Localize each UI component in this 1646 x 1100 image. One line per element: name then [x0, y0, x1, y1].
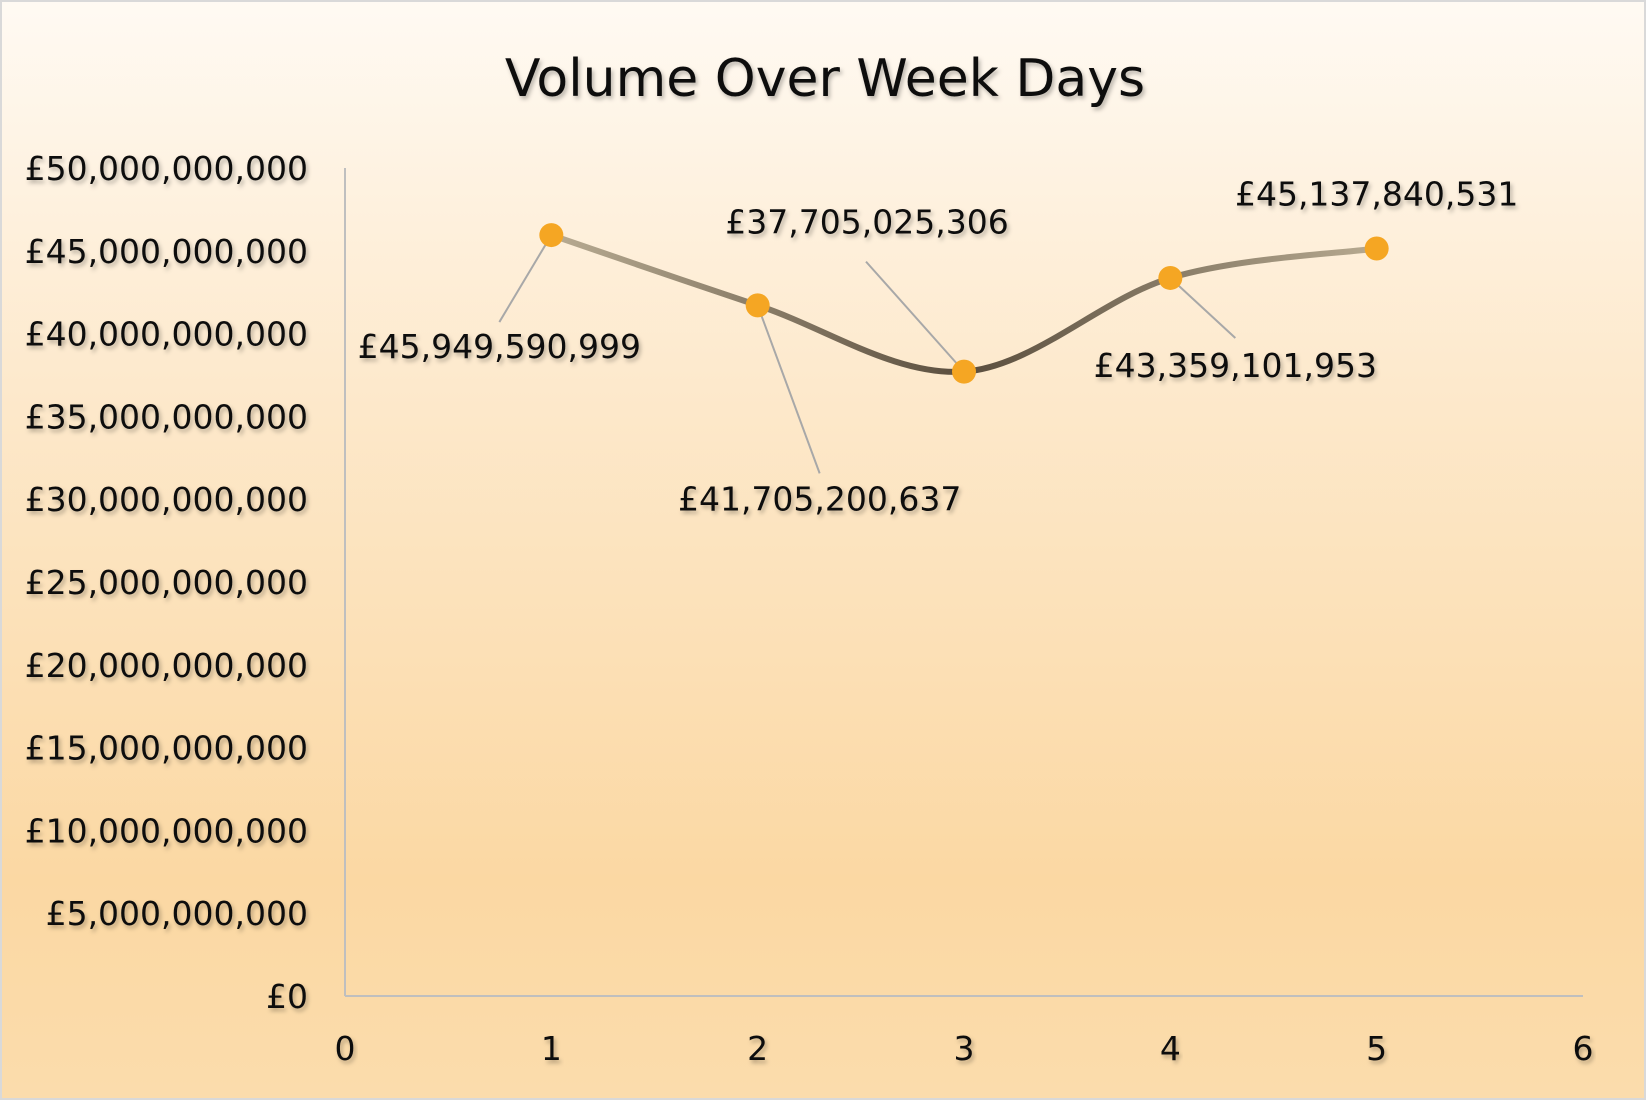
data-point-marker: [539, 223, 564, 248]
leader-line: [756, 305, 821, 474]
leader-line: [1169, 277, 1237, 339]
y-tick-label: £25,000,000,000: [25, 563, 308, 602]
label-leader-lines: [498, 234, 1237, 474]
x-axis-ticks: 0 1 2 3 4 5 6: [335, 1029, 1594, 1068]
x-tick-label: 5: [1366, 1029, 1387, 1068]
x-tick-label: 1: [541, 1029, 562, 1068]
data-point-marker: [1158, 265, 1183, 290]
axes: [344, 168, 1583, 997]
leader-line: [865, 260, 965, 373]
data-point-marker: [952, 359, 976, 384]
data-label: £45,949,590,999: [358, 327, 641, 366]
x-tick-label: 4: [1160, 1029, 1181, 1068]
data-label: £45,137,840,531: [1235, 175, 1518, 214]
y-tick-label: £35,000,000,000: [25, 397, 308, 436]
y-tick-label: £5,000,000,000: [46, 894, 308, 933]
y-tick-label: £10,000,000,000: [25, 811, 308, 850]
x-tick-label: 2: [747, 1029, 768, 1068]
y-tick-label: £15,000,000,000: [25, 729, 308, 768]
x-tick-label: 3: [954, 1029, 975, 1068]
x-tick-label: 0: [335, 1029, 356, 1068]
y-tick-label: £30,000,000,000: [25, 480, 308, 519]
y-tick-label: £45,000,000,000: [25, 232, 308, 271]
y-tick-label: £0: [266, 977, 308, 1016]
x-tick-label: 6: [1573, 1029, 1594, 1068]
leader-line: [498, 234, 553, 323]
data-markers: [539, 223, 1389, 384]
chart-title: Volume Over Week Days: [505, 49, 1145, 109]
data-point-marker: [745, 293, 770, 318]
data-labels: £45,949,590,999 £41,705,200,637 £37,705,02…: [358, 175, 1519, 519]
y-tick-label: £40,000,000,000: [25, 315, 308, 354]
data-label: £41,705,200,637: [678, 479, 961, 518]
y-axis-ticks: £0 £5,000,000,000 £10,000,000,000 £15,000,0…: [25, 149, 308, 1016]
data-label: £37,705,025,306: [725, 203, 1008, 242]
y-tick-label: £20,000,000,000: [25, 646, 308, 685]
y-tick-label: £50,000,000,000: [25, 149, 308, 188]
data-label: £43,359,101,953: [1094, 346, 1377, 385]
data-point-marker: [1364, 236, 1389, 261]
